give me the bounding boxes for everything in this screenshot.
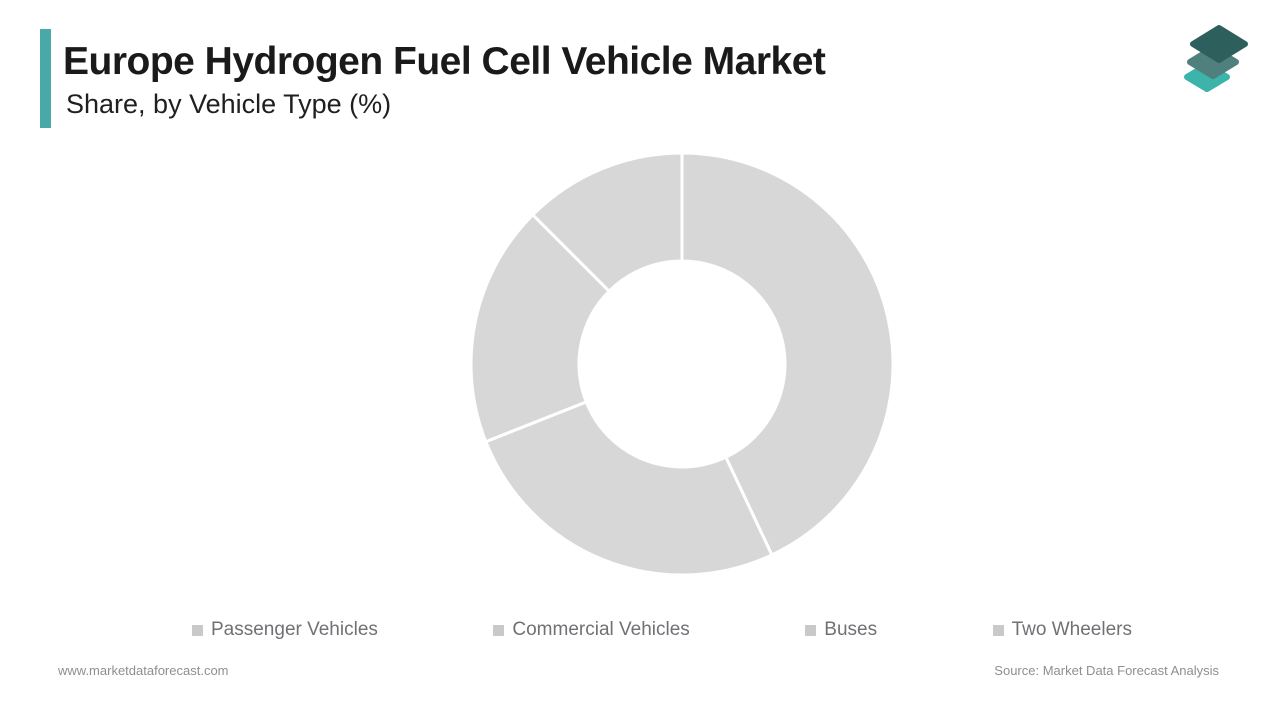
donut-segment-3 bbox=[530, 151, 684, 294]
title-accent-bar bbox=[40, 29, 51, 128]
website-url: www.marketdataforecast.com bbox=[58, 663, 229, 678]
legend-label: Passenger Vehicles bbox=[211, 619, 378, 640]
legend-item-commercial-vehicles: Commercial Vehicles bbox=[493, 619, 690, 641]
donut-chart-svg bbox=[469, 151, 895, 577]
page-title: Europe Hydrogen Fuel Cell Vehicle Market bbox=[63, 40, 826, 83]
donut-segment-0 bbox=[680, 151, 895, 557]
legend-label: Commercial Vehicles bbox=[512, 619, 690, 640]
source-note: Source: Market Data Forecast Analysis bbox=[994, 663, 1219, 678]
legend-marker-icon bbox=[992, 624, 1004, 636]
legend-label: Buses bbox=[824, 619, 878, 640]
page-subtitle: Share, by Vehicle Type (%) bbox=[66, 89, 392, 119]
donut-segment-1 bbox=[483, 399, 774, 577]
legend-marker-icon bbox=[192, 624, 203, 636]
legend-label: Two Wheelers bbox=[1011, 619, 1132, 640]
donut-segment-2 bbox=[469, 212, 612, 444]
chart-legend: Passenger Vehicles Commercial Vehicles B… bbox=[192, 616, 1132, 644]
legend-item-buses: Buses bbox=[805, 619, 877, 641]
donut-chart bbox=[467, 149, 897, 579]
legend-item-two-wheelers: Two Wheelers bbox=[992, 619, 1132, 641]
legend-item-passenger-vehicles: Passenger Vehicles bbox=[192, 619, 378, 641]
brand-logo-icon bbox=[1184, 25, 1248, 92]
legend-marker-icon bbox=[493, 624, 505, 636]
legend-marker-icon bbox=[805, 624, 817, 636]
logo-layer-top bbox=[1190, 25, 1248, 63]
